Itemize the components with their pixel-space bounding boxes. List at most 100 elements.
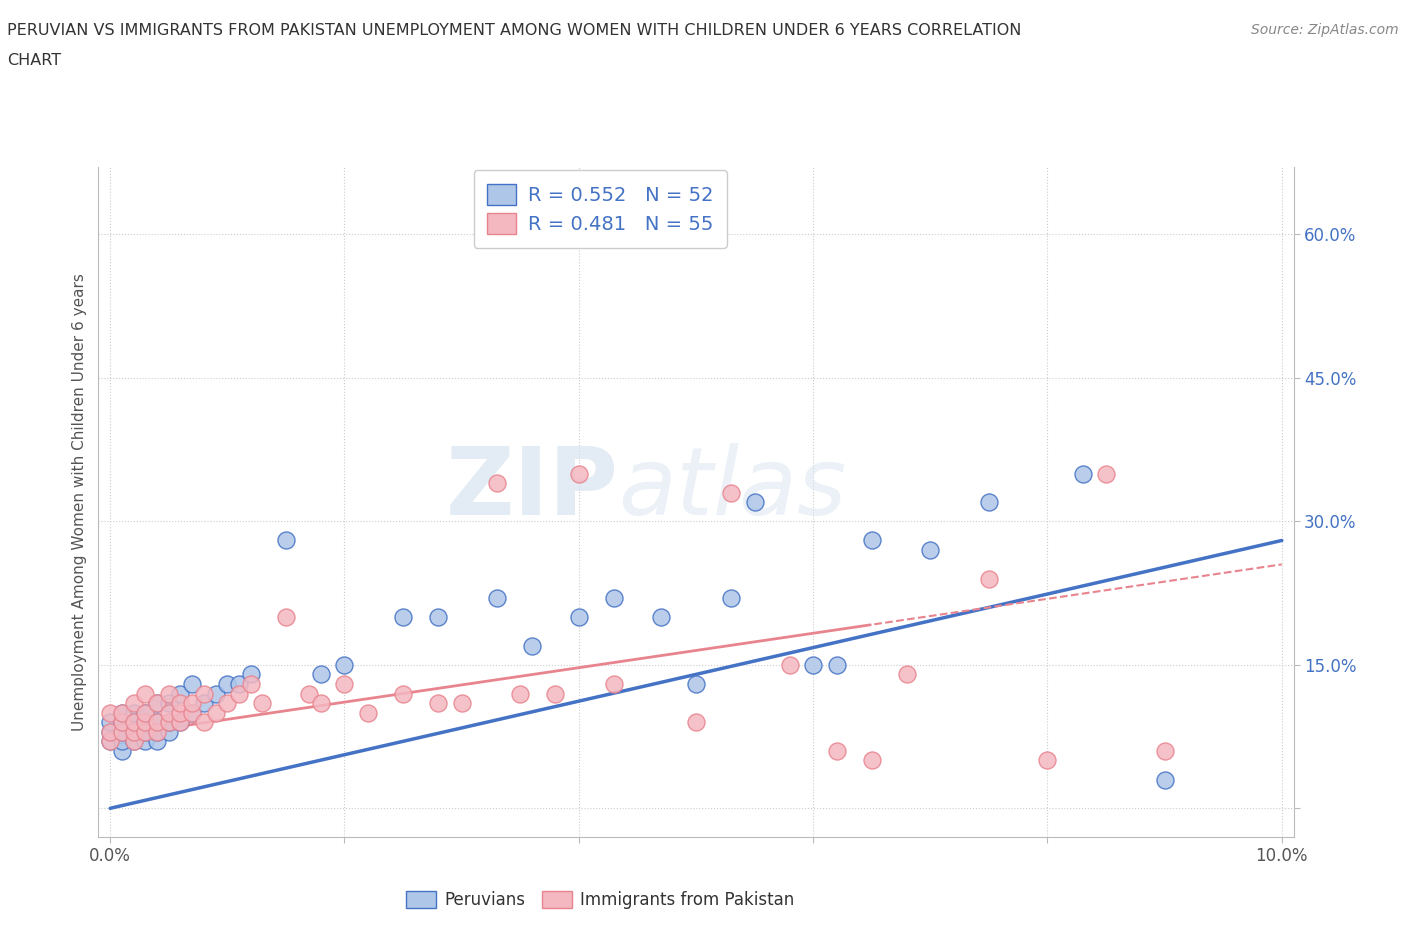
Point	[134, 734, 156, 749]
Point	[357, 705, 380, 720]
Point	[111, 724, 134, 739]
Point	[181, 705, 204, 720]
Point	[157, 686, 180, 701]
Point	[98, 705, 121, 720]
Point	[204, 686, 226, 701]
Point	[779, 658, 801, 672]
Point	[169, 715, 191, 730]
Point	[134, 705, 156, 720]
Point	[485, 591, 508, 605]
Point	[509, 686, 531, 701]
Point	[650, 609, 672, 624]
Point	[134, 715, 156, 730]
Point	[98, 715, 121, 730]
Point	[146, 734, 169, 749]
Point	[146, 715, 169, 730]
Point	[1036, 753, 1059, 768]
Point	[392, 686, 415, 701]
Point	[146, 724, 169, 739]
Point	[122, 715, 145, 730]
Point	[544, 686, 567, 701]
Text: atlas: atlas	[619, 444, 846, 535]
Point	[568, 609, 591, 624]
Point	[181, 676, 204, 691]
Point	[274, 533, 297, 548]
Point	[204, 705, 226, 720]
Point	[685, 676, 707, 691]
Point	[860, 533, 883, 548]
Point	[520, 638, 543, 653]
Point	[1071, 466, 1094, 481]
Point	[122, 724, 145, 739]
Point	[298, 686, 321, 701]
Point	[134, 724, 156, 739]
Point	[309, 667, 332, 682]
Point	[392, 609, 415, 624]
Point	[217, 696, 239, 711]
Point	[896, 667, 918, 682]
Point	[122, 734, 145, 749]
Point	[122, 705, 145, 720]
Point	[450, 696, 472, 711]
Point	[134, 715, 156, 730]
Point	[333, 676, 356, 691]
Point	[146, 724, 169, 739]
Point	[157, 715, 180, 730]
Point	[685, 715, 707, 730]
Point	[111, 715, 134, 730]
Point	[825, 743, 848, 758]
Point	[860, 753, 883, 768]
Point	[169, 686, 191, 701]
Point	[157, 724, 180, 739]
Point	[485, 475, 508, 490]
Text: CHART: CHART	[7, 53, 60, 68]
Point	[122, 696, 145, 711]
Point	[193, 686, 215, 701]
Point	[427, 696, 450, 711]
Point	[252, 696, 274, 711]
Point	[134, 705, 156, 720]
Point	[146, 696, 169, 711]
Point	[157, 715, 180, 730]
Point	[603, 676, 626, 691]
Point	[122, 724, 145, 739]
Legend: Peruvians, Immigrants from Pakistan: Peruvians, Immigrants from Pakistan	[399, 884, 801, 916]
Point	[134, 724, 156, 739]
Y-axis label: Unemployment Among Women with Children Under 6 years: Unemployment Among Women with Children U…	[72, 273, 87, 731]
Point	[920, 542, 942, 557]
Point	[228, 686, 250, 701]
Text: Source: ZipAtlas.com: Source: ZipAtlas.com	[1251, 23, 1399, 37]
Point	[977, 571, 1000, 586]
Point	[111, 705, 134, 720]
Point	[1095, 466, 1118, 481]
Point	[1153, 743, 1175, 758]
Text: ZIP: ZIP	[446, 443, 619, 535]
Point	[98, 724, 121, 739]
Point	[193, 715, 215, 730]
Point	[169, 715, 191, 730]
Point	[98, 724, 121, 739]
Point	[274, 609, 297, 624]
Point	[720, 485, 742, 500]
Point	[98, 734, 121, 749]
Point	[146, 696, 169, 711]
Point	[111, 743, 134, 758]
Point	[111, 715, 134, 730]
Point	[181, 696, 204, 711]
Point	[228, 676, 250, 691]
Point	[134, 686, 156, 701]
Point	[427, 609, 450, 624]
Point	[111, 734, 134, 749]
Point	[181, 705, 204, 720]
Point	[239, 676, 262, 691]
Point	[603, 591, 626, 605]
Point	[122, 715, 145, 730]
Point	[111, 705, 134, 720]
Point	[977, 495, 1000, 510]
Point	[309, 696, 332, 711]
Point	[157, 705, 180, 720]
Point	[111, 724, 134, 739]
Point	[193, 696, 215, 711]
Point	[825, 658, 848, 672]
Point	[720, 591, 742, 605]
